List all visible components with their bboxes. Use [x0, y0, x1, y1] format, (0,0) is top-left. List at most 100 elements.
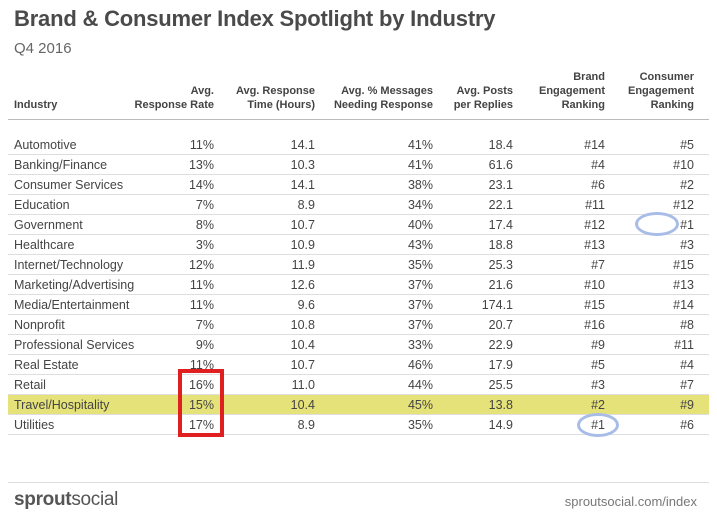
cell-industry: Professional Services	[14, 338, 135, 352]
cell-response-time: 10.3	[290, 158, 315, 172]
cell-industry: Nonprofit	[14, 318, 65, 332]
cell-pct-needing: 45%	[407, 398, 433, 412]
cell-posts-per-reply: 21.6	[488, 278, 513, 292]
cell-response-time: 11.9	[291, 258, 315, 272]
cell-response-time: 10.9	[290, 238, 315, 252]
cell-response-rate: 8%	[195, 218, 214, 232]
cell-response-time: 10.8	[290, 318, 315, 332]
cell-response-rate: 9%	[195, 338, 214, 352]
cell-consumer-rank: #9	[680, 398, 694, 412]
cell-consumer-rank: #14	[673, 298, 694, 312]
cell-response-rate: 11%	[189, 358, 214, 372]
cell-posts-per-reply: 174.1	[481, 298, 513, 312]
table-row: Government 8% 10.7 40% 17.4 #12 #1	[8, 215, 709, 235]
cell-response-time: 11.0	[291, 378, 315, 392]
table-row: Professional Services 9% 10.4 33% 22.9 #9 #11	[8, 335, 709, 355]
cell-pct-needing: 38%	[407, 178, 433, 192]
cell-posts-per-reply: 20.7	[488, 318, 513, 332]
cell-response-rate: 11%	[189, 278, 214, 292]
column-header-posts-per-reply: Avg. Posts per Replies	[453, 85, 513, 111]
cell-pct-needing: 35%	[407, 258, 433, 272]
cell-response-rate: 11%	[189, 298, 214, 312]
table-row: Banking/Finance 13% 10.3 41% 61.6 #4 #10	[8, 155, 709, 175]
cell-response-rate: 15%	[188, 398, 214, 412]
cell-consumer-rank: #4	[680, 358, 694, 372]
table-row: Media/Entertainment 11% 9.6 37% 174.1 #15 #14	[8, 295, 709, 315]
cell-response-time: 10.7	[290, 358, 315, 372]
table-row: Marketing/Advertising 11% 12.6 37% 21.6 #10 #1…	[8, 275, 709, 295]
column-header-consumer-rank: Consumer Engagement Ranking	[627, 71, 694, 111]
column-header-industry: Industry	[14, 99, 58, 111]
table-row: Nonprofit 7% 10.8 37% 20.7 #16 #8	[8, 315, 709, 335]
cell-pct-needing: 46%	[407, 358, 433, 372]
footer-divider	[8, 482, 709, 483]
cell-response-rate: 12%	[188, 258, 214, 272]
response-rate-highlight-box	[178, 369, 224, 437]
table-row: Education 7% 8.9 34% 22.1 #11 #12	[8, 195, 709, 215]
cell-brand-rank: #13	[584, 238, 605, 252]
cell-industry: Consumer Services	[14, 178, 124, 192]
cell-posts-per-reply: 13.8	[488, 398, 513, 412]
cell-response-time: 12.6	[290, 278, 315, 292]
cell-pct-needing: 41%	[407, 138, 433, 152]
cell-brand-rank: #7	[591, 258, 605, 272]
cell-consumer-rank: #5	[680, 138, 694, 152]
cell-consumer-rank: #12	[673, 198, 694, 212]
cell-industry: Automotive	[14, 138, 77, 152]
cell-brand-rank: #6	[591, 178, 605, 192]
table-row: Automotive 11% 14.1 41% 18.4 #14 #5	[8, 135, 709, 155]
cell-consumer-rank: #11	[674, 338, 694, 352]
cell-posts-per-reply: 22.1	[488, 198, 513, 212]
cell-pct-needing: 34%	[407, 198, 433, 212]
cell-pct-needing: 37%	[407, 318, 433, 332]
cell-response-rate: 7%	[195, 198, 214, 212]
cell-response-rate: 14%	[188, 178, 214, 192]
cell-posts-per-reply: 23.1	[488, 178, 513, 192]
column-header-response-rate: Avg. Response Rate	[134, 85, 214, 111]
cell-brand-rank: #2	[591, 398, 605, 412]
cell-response-rate: 3%	[195, 238, 214, 252]
cell-response-rate: 7%	[195, 318, 214, 332]
utilities-brand-rank-oval	[577, 413, 619, 437]
cell-consumer-rank: #15	[673, 258, 694, 272]
cell-industry: Real Estate	[14, 358, 79, 372]
cell-brand-rank: #12	[584, 218, 605, 232]
cell-response-time: 9.6	[297, 298, 315, 312]
cell-pct-needing: 33%	[407, 338, 433, 352]
cell-consumer-rank: #10	[673, 158, 694, 172]
cell-brand-rank: #4	[591, 158, 605, 172]
cell-pct-needing: 41%	[407, 158, 433, 172]
cell-brand-rank: #15	[584, 298, 605, 312]
cell-response-time: 8.9	[297, 198, 315, 212]
cell-pct-needing: 35%	[407, 418, 433, 432]
cell-response-time: 14.1	[290, 138, 315, 152]
chart-subtitle: Q4 2016	[14, 40, 72, 57]
cell-industry: Banking/Finance	[14, 158, 108, 172]
cell-posts-per-reply: 17.4	[488, 218, 513, 232]
cell-brand-rank: #3	[591, 378, 605, 392]
cell-industry: Education	[14, 198, 70, 212]
column-header-response-time: Avg. Response Time (Hours)	[235, 85, 315, 111]
cell-posts-per-reply: 25.3	[488, 258, 513, 272]
cell-posts-per-reply: 18.8	[488, 238, 513, 252]
cell-industry: Media/Entertainment	[14, 298, 130, 312]
table-row: Travel/Hospitality 15% 10.4 45% 13.8 #2 #9	[8, 395, 709, 415]
cell-consumer-rank: #6	[680, 418, 694, 432]
cell-brand-rank: #16	[584, 318, 605, 332]
cell-consumer-rank: #8	[680, 318, 694, 332]
cell-brand-rank: #11	[585, 198, 605, 212]
cell-response-time: 8.9	[297, 418, 315, 432]
cell-posts-per-reply: 22.9	[488, 338, 513, 352]
cell-consumer-rank: #13	[673, 278, 694, 292]
cell-response-time: 10.4	[290, 398, 315, 412]
cell-response-time: 10.7	[290, 218, 315, 232]
cell-brand-rank: #5	[591, 358, 605, 372]
cell-consumer-rank: #2	[680, 178, 694, 192]
cell-posts-per-reply: 14.9	[488, 418, 513, 432]
cell-brand-rank: #14	[584, 138, 605, 152]
table-row: Consumer Services 14% 14.1 38% 23.1 #6 #2	[8, 175, 709, 195]
cell-response-rate: 17%	[188, 418, 214, 432]
cell-industry: Government	[14, 218, 83, 232]
cell-posts-per-reply: 61.6	[488, 158, 513, 172]
cell-industry: Retail	[14, 378, 46, 392]
